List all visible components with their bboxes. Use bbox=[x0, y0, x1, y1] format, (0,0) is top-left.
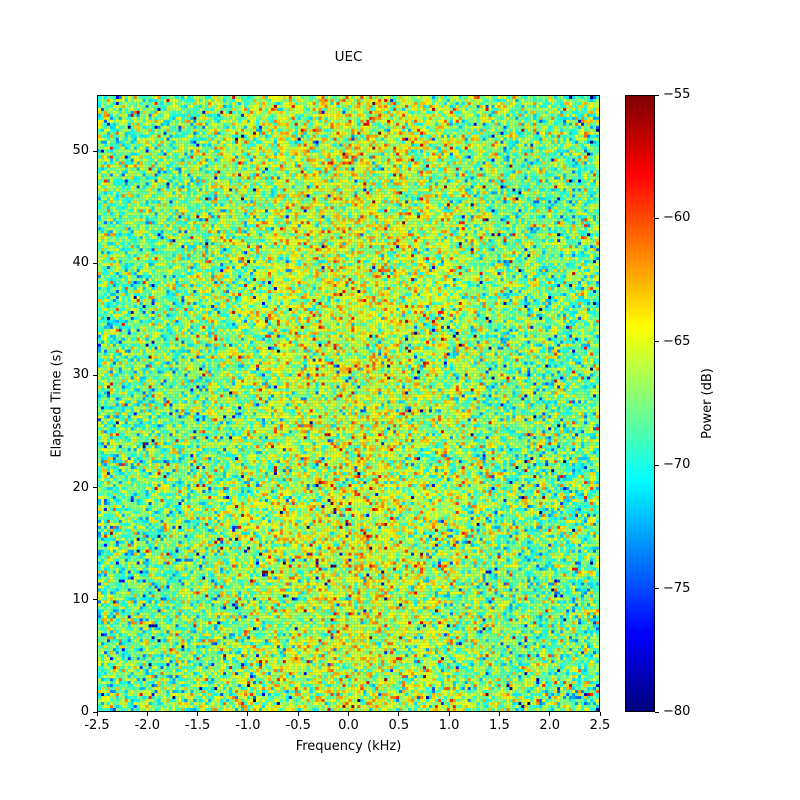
x-tick-label: 1.0 bbox=[438, 718, 460, 733]
x-axis-label: Frequency (kHz) bbox=[295, 739, 402, 754]
colorbar bbox=[625, 95, 655, 712]
y-tick-label: 10 bbox=[72, 591, 89, 607]
x-tick-label: 1.5 bbox=[489, 718, 510, 733]
x-tick-label: 0.5 bbox=[388, 718, 410, 733]
colorbar-gradient bbox=[626, 96, 654, 711]
colorbar-tick-mark bbox=[655, 588, 659, 590]
heatmap-plot-area bbox=[97, 95, 600, 712]
colorbar-label-wrap: Power (dB) bbox=[697, 95, 717, 712]
y-axis-label: Elapsed Time (s) bbox=[49, 349, 65, 458]
y-tick-label: 20 bbox=[72, 479, 89, 495]
spectrogram-heatmap bbox=[98, 96, 599, 711]
x-tick-label: -1.0 bbox=[235, 718, 261, 733]
colorbar-tick-label: −75 bbox=[663, 580, 691, 596]
x-tick-mark bbox=[549, 712, 551, 716]
colorbar-tick-mark bbox=[655, 341, 659, 343]
colorbar-tick-mark bbox=[655, 464, 659, 466]
colorbar-tick-mark bbox=[655, 94, 659, 96]
x-tick-label: -2.0 bbox=[134, 718, 160, 733]
x-tick-label: -0.5 bbox=[285, 718, 311, 733]
y-tick-mark bbox=[93, 262, 97, 264]
x-tick-label: 2.0 bbox=[539, 718, 561, 733]
x-tick-mark bbox=[448, 712, 450, 716]
y-tick-mark bbox=[93, 374, 97, 376]
colorbar-tick-label: −65 bbox=[663, 333, 691, 349]
x-tick-mark bbox=[146, 712, 148, 716]
x-tick-mark bbox=[599, 712, 601, 716]
x-tick-mark bbox=[297, 712, 299, 716]
x-tick-mark bbox=[197, 712, 199, 716]
y-tick-label: 0 bbox=[80, 704, 89, 719]
y-tick-mark bbox=[93, 487, 97, 489]
colorbar-label: Power (dB) bbox=[699, 368, 715, 439]
y-tick-mark bbox=[93, 150, 97, 152]
x-tick-label: -1.5 bbox=[184, 718, 211, 733]
x-tick-label: 2.5 bbox=[589, 718, 611, 733]
x-tick-label: -2.5 bbox=[84, 718, 110, 733]
y-axis-label-wrap: Elapsed Time (s) bbox=[47, 95, 67, 712]
x-tick-mark bbox=[398, 712, 400, 716]
colorbar-tick-label: −60 bbox=[663, 210, 691, 226]
x-tick-label: 0.0 bbox=[338, 718, 359, 733]
colorbar-tick-label: −80 bbox=[663, 704, 691, 719]
colorbar-tick-mark bbox=[655, 217, 659, 219]
colorbar-tick-label: −55 bbox=[663, 87, 691, 102]
y-tick-label: 50 bbox=[72, 143, 89, 159]
y-tick-mark bbox=[93, 599, 97, 601]
x-tick-mark bbox=[348, 712, 349, 716]
x-tick-mark bbox=[96, 712, 98, 716]
y-tick-label: 40 bbox=[72, 255, 89, 271]
x-tick-mark bbox=[498, 712, 500, 716]
colorbar-tick-label: −70 bbox=[663, 457, 691, 473]
chart-title: UEC bbox=[334, 49, 363, 65]
colorbar-tick-mark bbox=[655, 711, 659, 713]
x-tick-mark bbox=[247, 712, 249, 716]
y-tick-label: 30 bbox=[72, 367, 89, 383]
y-tick-mark bbox=[93, 711, 97, 713]
